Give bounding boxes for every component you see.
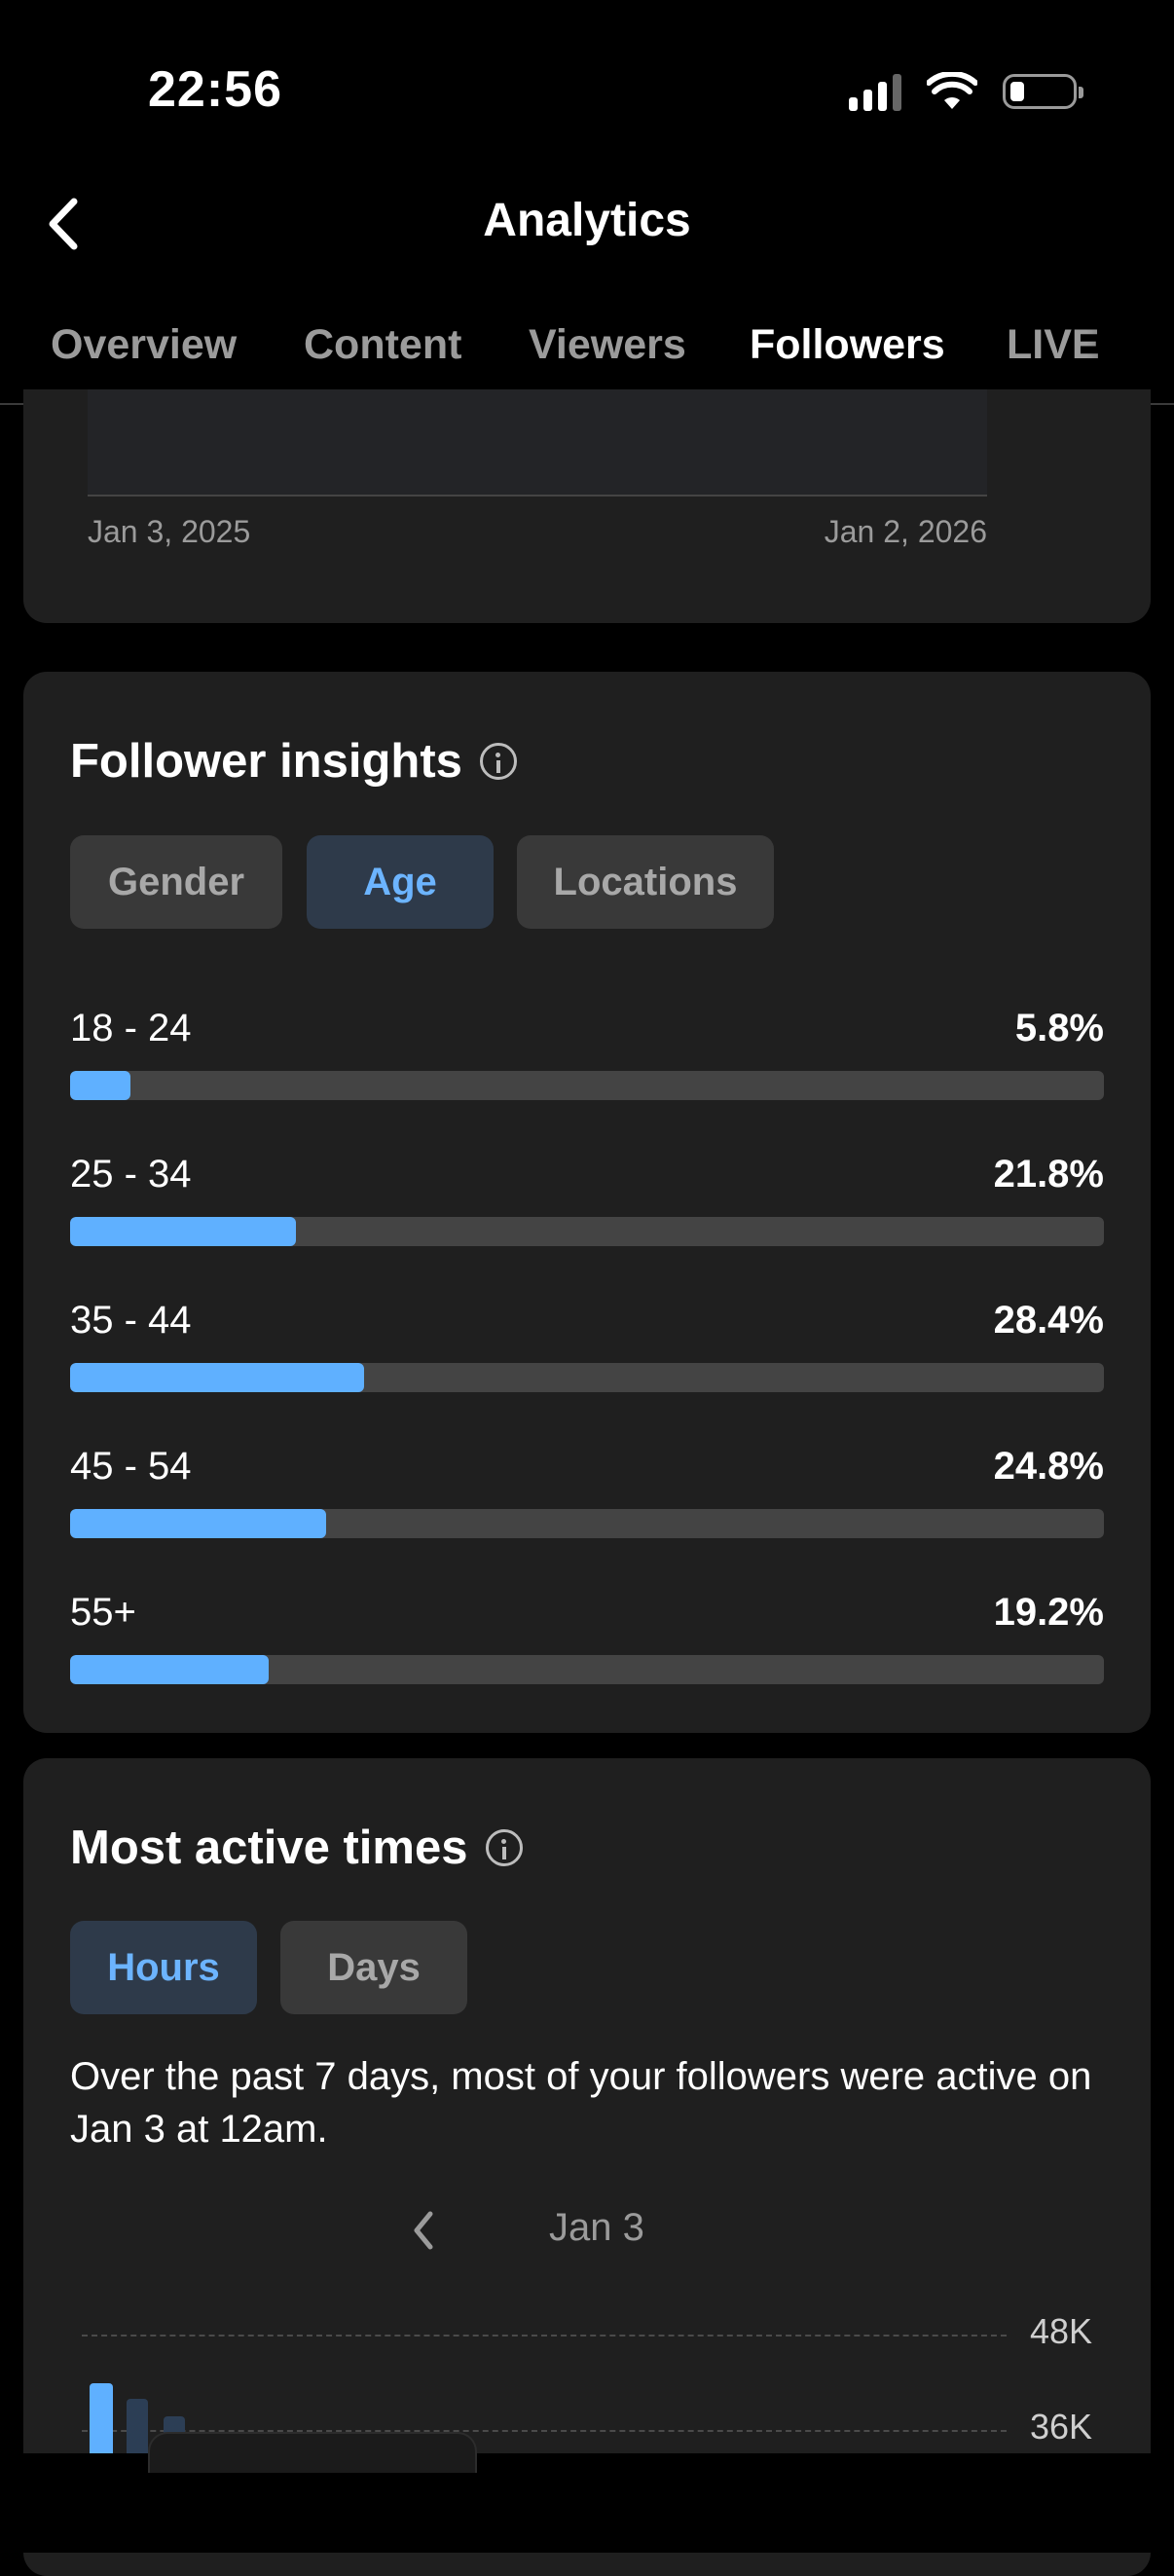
most-active-times-heading: Most active times xyxy=(70,1822,468,1874)
floating-pill xyxy=(148,2432,477,2473)
info-icon[interactable] xyxy=(485,1829,523,1866)
filter-days[interactable]: Days xyxy=(280,1921,467,2014)
age-label: 45 - 54 xyxy=(70,1445,192,1488)
most-active-description: Over the past 7 days, most of your follo… xyxy=(70,2055,1092,2151)
age-bar-fill xyxy=(70,1363,364,1392)
follower-insights-card: Follower insights Gender Age Locations 1… xyxy=(23,672,1151,1733)
gridline xyxy=(82,2335,1007,2337)
analytics-tabs: Overview Content Viewers Followers LIVE xyxy=(0,292,1174,405)
page-title: Analytics xyxy=(483,195,691,246)
chevron-left-icon[interactable] xyxy=(405,2206,444,2255)
wifi-icon xyxy=(927,72,977,109)
age-percent: 21.8% xyxy=(993,1153,1104,1196)
follower-insights-title: Follower insights xyxy=(70,734,517,789)
age-row: 45 - 54 24.8% xyxy=(70,1445,1104,1552)
tab-viewers[interactable]: Viewers xyxy=(529,321,686,368)
date-navigator: Jan 3 xyxy=(23,2198,1151,2266)
age-row: 25 - 34 21.8% xyxy=(70,1153,1104,1260)
age-label: 55+ xyxy=(70,1591,136,1634)
y-tick-label: 36K xyxy=(1029,2407,1092,2447)
age-label: 25 - 34 xyxy=(70,1153,192,1196)
status-time: 22:56 xyxy=(148,61,282,118)
selected-date: Jan 3 xyxy=(549,2206,644,2249)
tab-followers[interactable]: Followers xyxy=(750,321,945,368)
followers-chart-area xyxy=(88,389,987,497)
status-bar: 22:56 xyxy=(0,0,1174,185)
filter-age[interactable]: Age xyxy=(307,835,494,929)
age-bar-track xyxy=(70,1655,1104,1684)
gridline xyxy=(82,2430,1007,2432)
age-bar-track xyxy=(70,1509,1104,1538)
age-label: 35 - 44 xyxy=(70,1299,192,1342)
age-percent: 24.8% xyxy=(993,1445,1104,1488)
status-icons xyxy=(849,72,1083,111)
age-row: 18 - 24 5.8% xyxy=(70,1007,1104,1114)
age-percent: 28.4% xyxy=(993,1299,1104,1342)
hour-bar xyxy=(90,2383,113,2461)
analytics-header: Analytics xyxy=(0,170,1174,277)
age-bar-fill xyxy=(70,1509,327,1538)
age-label: 18 - 24 xyxy=(70,1007,192,1049)
hour-bar xyxy=(127,2399,148,2461)
filter-hours[interactable]: Hours xyxy=(70,1921,257,2014)
age-bar-track xyxy=(70,1363,1104,1392)
tab-content[interactable]: Content xyxy=(304,321,462,368)
filter-locations[interactable]: Locations xyxy=(517,835,774,929)
tabs-fade xyxy=(1086,292,1174,403)
age-percent: 5.8% xyxy=(1014,1007,1104,1049)
age-bar-fill xyxy=(70,1655,269,1684)
tab-overview[interactable]: Overview xyxy=(51,321,238,368)
battery-icon xyxy=(1003,74,1083,109)
filter-gender[interactable]: Gender xyxy=(70,835,282,929)
age-bar-track xyxy=(70,1217,1104,1246)
follower-insights-heading: Follower insights xyxy=(70,735,462,788)
age-row: 55+ 19.2% xyxy=(70,1591,1104,1698)
age-percent: 19.2% xyxy=(993,1591,1104,1634)
tab-live[interactable]: LIVE xyxy=(1007,321,1100,368)
chevron-left-icon[interactable] xyxy=(39,190,97,258)
chart-end-date: Jan 2, 2026 xyxy=(824,514,987,549)
age-row: 35 - 44 28.4% xyxy=(70,1299,1104,1406)
chart-start-date: Jan 3, 2025 xyxy=(88,514,251,549)
followers-chart-card: Jan 3, 2025 Jan 2, 2026 xyxy=(23,389,1151,623)
cellular-signal-icon xyxy=(849,72,901,111)
info-icon[interactable] xyxy=(479,743,517,780)
age-bar-fill xyxy=(70,1071,130,1100)
y-tick-label: 48K xyxy=(1029,2311,1092,2351)
age-bar-track xyxy=(70,1071,1104,1100)
most-active-times-title: Most active times xyxy=(70,1821,523,1875)
age-bar-fill xyxy=(70,1217,296,1246)
